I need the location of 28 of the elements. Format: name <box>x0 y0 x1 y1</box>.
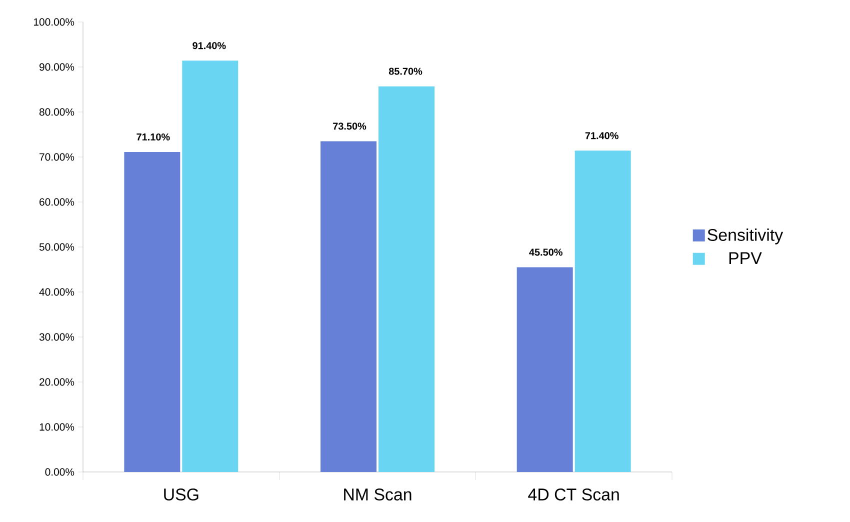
x-tick-label: NM Scan <box>344 488 412 500</box>
data-label: 91.40% <box>192 42 226 50</box>
bar <box>182 60 238 472</box>
y-tick-label: 80.00% <box>39 108 74 116</box>
y-tick-label: 0.00% <box>45 468 74 476</box>
bar <box>574 150 631 472</box>
y-tick-label: 20.00% <box>40 378 74 386</box>
y-tick-label: 10.00% <box>40 423 74 431</box>
y-tick-label: 50.00% <box>39 243 74 251</box>
legend-label: Sensitivity <box>708 228 784 244</box>
bar <box>320 141 377 472</box>
x-tick-label: USG <box>164 488 198 500</box>
bar <box>124 152 180 472</box>
data-label: 71.40% <box>585 132 618 140</box>
data-label: 71.10% <box>136 133 170 141</box>
data-label: 85.70% <box>388 68 422 75</box>
y-tick-label: 70.00% <box>40 153 74 161</box>
legend-label: PPV <box>729 252 762 264</box>
x-tick-label: 4D CT Scan <box>528 488 619 500</box>
y-tick-label: 30.00% <box>39 333 74 341</box>
data-label: 45.50% <box>529 248 562 256</box>
bar <box>378 86 435 472</box>
y-tick-label: 60.00% <box>40 198 74 206</box>
y-tick-label: 100.00% <box>34 18 74 26</box>
bar <box>516 267 573 472</box>
data-label: 73.50% <box>333 122 366 130</box>
y-tick-label: 90.00% <box>39 63 74 71</box>
y-tick-label: 40.00% <box>39 288 74 296</box>
